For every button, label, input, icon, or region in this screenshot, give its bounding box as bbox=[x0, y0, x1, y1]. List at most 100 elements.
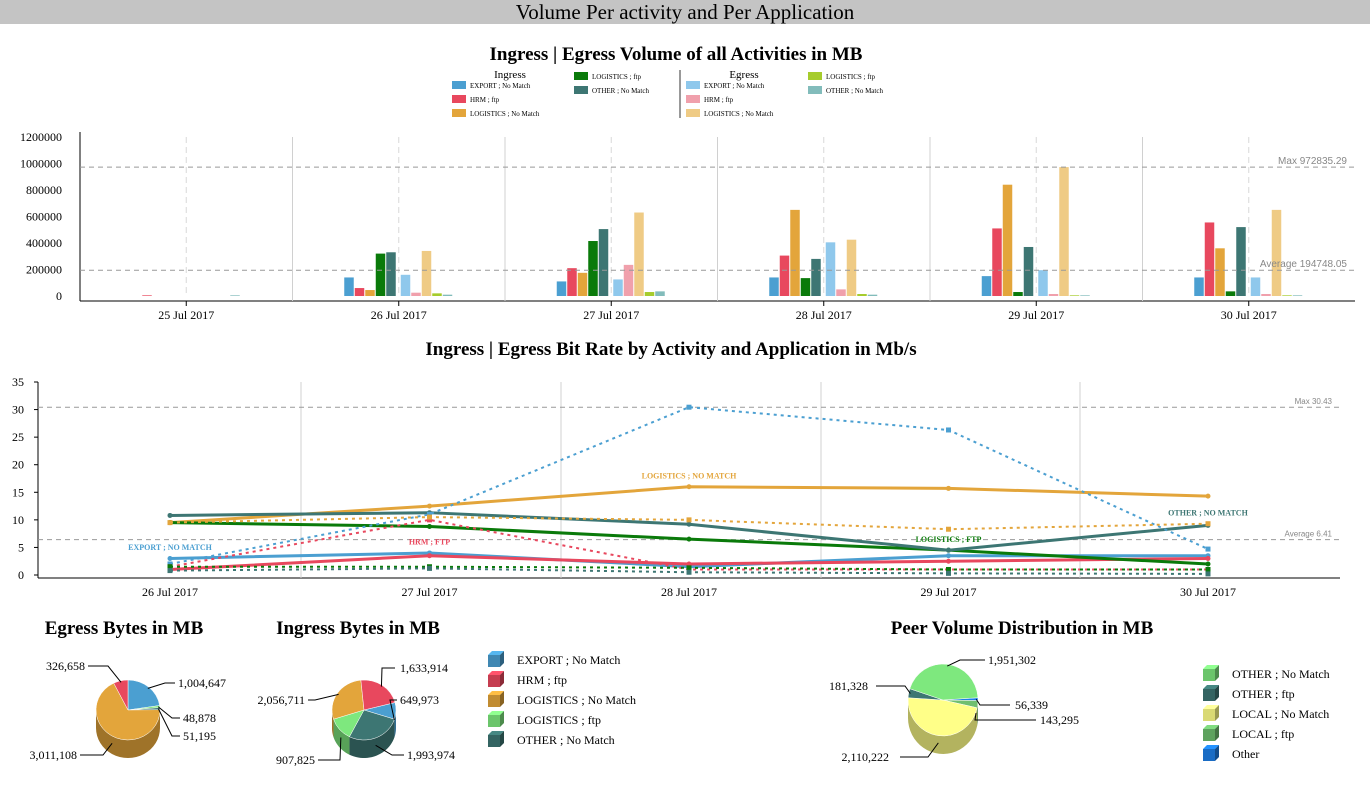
legend-cube-top bbox=[1203, 705, 1219, 709]
legend-cube-side bbox=[500, 731, 504, 747]
pie-leader-line bbox=[157, 708, 180, 737]
legend-cube-side bbox=[1215, 685, 1219, 701]
legend-swatch bbox=[574, 72, 588, 80]
data-point bbox=[1205, 571, 1211, 577]
volume-legend: Ingress EXPORT ; No Match HRM ; ftp LOGISTI… bbox=[452, 69, 883, 118]
legend-entry: OTHER ; No Match bbox=[826, 87, 883, 95]
legend-entry: LOGISTICS ; ftp bbox=[592, 73, 642, 81]
bar bbox=[1069, 295, 1080, 296]
pie-leader-line bbox=[974, 712, 1036, 721]
y-tick-label: 15 bbox=[12, 485, 24, 499]
data-point bbox=[1205, 555, 1211, 561]
y-tick-label: 0 bbox=[56, 289, 62, 303]
legend-group-title: Egress bbox=[729, 69, 758, 81]
bar bbox=[1013, 292, 1023, 296]
legend-entry: LOCAL ; ftp bbox=[1232, 727, 1294, 741]
x-tick-label: 28 Jul 2017 bbox=[661, 585, 717, 599]
data-point bbox=[427, 503, 432, 509]
bar bbox=[825, 242, 836, 296]
legend-swatch bbox=[452, 95, 466, 103]
bar bbox=[867, 294, 878, 296]
data-point bbox=[686, 484, 692, 490]
data-point bbox=[427, 565, 432, 571]
reference-label: Max 972835.29 bbox=[1278, 156, 1347, 167]
series-annotation: LOGISTICS ; FTP bbox=[916, 535, 982, 544]
bar bbox=[1250, 277, 1261, 296]
legend-cube-top bbox=[488, 671, 504, 675]
y-tick-label: 1200000 bbox=[20, 130, 62, 144]
pie-value-label: 1,004,647 bbox=[178, 676, 226, 690]
pie-value-label: 326,658 bbox=[46, 659, 85, 673]
legend-cube-top bbox=[488, 731, 504, 735]
legend-swatch bbox=[574, 86, 588, 94]
pie-leader-line bbox=[147, 682, 175, 689]
bar bbox=[1271, 209, 1282, 296]
data-point bbox=[167, 564, 173, 570]
legend-group-title: Ingress bbox=[494, 69, 526, 81]
data-point bbox=[427, 523, 432, 529]
ingress-pie-title: Ingress Bytes in MB bbox=[276, 618, 440, 639]
reference-label: Average 194748.05 bbox=[1260, 259, 1348, 270]
legend-cube-top bbox=[1203, 725, 1219, 729]
legend-entry: LOCAL ; No Match bbox=[1232, 707, 1329, 721]
x-tick-label: 25 Jul 2017 bbox=[158, 308, 214, 322]
pie-leader-line bbox=[375, 744, 404, 756]
bar bbox=[1002, 184, 1013, 296]
pie-slice bbox=[349, 709, 395, 741]
egress-pie-title: Egress Bytes in MB bbox=[45, 618, 204, 639]
bar bbox=[386, 252, 396, 296]
bar bbox=[400, 274, 411, 296]
bar bbox=[421, 250, 432, 296]
pie-leader-line bbox=[975, 698, 1010, 706]
data-point bbox=[686, 536, 692, 542]
y-tick-label: 200000 bbox=[26, 263, 62, 277]
data-point bbox=[686, 565, 692, 571]
egress-pie: Egress Bytes in MB 1,004,647 48,878 51,195 3… bbox=[29, 618, 226, 762]
y-tick-label: 600000 bbox=[26, 210, 62, 224]
bar bbox=[432, 293, 442, 296]
bar bbox=[1194, 277, 1204, 296]
pie-slice bbox=[360, 679, 396, 711]
legend-entry: EXPORT ; No Match bbox=[704, 82, 765, 90]
data-point bbox=[1205, 521, 1211, 527]
legend-cube-top bbox=[1203, 685, 1219, 689]
bar bbox=[623, 264, 634, 296]
bar bbox=[1225, 291, 1236, 296]
x-tick-label: 27 Jul 2017 bbox=[583, 308, 639, 322]
data-point bbox=[946, 485, 951, 491]
pie-value-label: 56,339 bbox=[1015, 698, 1048, 712]
bar bbox=[655, 291, 665, 296]
x-tick-label: 26 Jul 2017 bbox=[142, 585, 198, 599]
legend-cube-front bbox=[488, 695, 500, 707]
bar bbox=[644, 292, 655, 296]
legend-cube-side bbox=[500, 651, 504, 667]
legend-cube-side bbox=[500, 691, 504, 707]
pie-side bbox=[96, 710, 160, 758]
bar bbox=[613, 279, 623, 296]
series-annotation: OTHER ; NO MATCH bbox=[1168, 508, 1248, 517]
pie-value-label: 649,973 bbox=[400, 693, 439, 707]
data-point bbox=[427, 553, 432, 559]
bar bbox=[1038, 270, 1048, 296]
pie-value-label: 3,011,108 bbox=[29, 748, 77, 762]
pie-value-label: 1,993,974 bbox=[407, 748, 455, 762]
pie-leader-line bbox=[80, 742, 113, 756]
pie-leader-line bbox=[876, 685, 911, 694]
bar bbox=[598, 229, 609, 296]
pie-slice bbox=[113, 679, 129, 711]
data-point bbox=[946, 570, 951, 576]
legend-cube-side bbox=[1215, 705, 1219, 721]
bar bbox=[992, 228, 1002, 296]
bar bbox=[779, 255, 790, 296]
data-point bbox=[686, 517, 692, 523]
bar bbox=[1048, 294, 1059, 296]
volume-chart-title: Ingress | Egress Volume of all Activitie… bbox=[490, 44, 863, 65]
legend-entry: HRM ; ftp bbox=[704, 96, 734, 104]
bar bbox=[556, 281, 567, 296]
peer-pie-title: Peer Volume Distribution in MB bbox=[891, 618, 1154, 639]
legend-entry: OTHER ; ftp bbox=[1232, 687, 1295, 701]
bar bbox=[365, 290, 375, 296]
bar bbox=[567, 268, 577, 296]
x-tick-label: 29 Jul 2017 bbox=[920, 585, 976, 599]
